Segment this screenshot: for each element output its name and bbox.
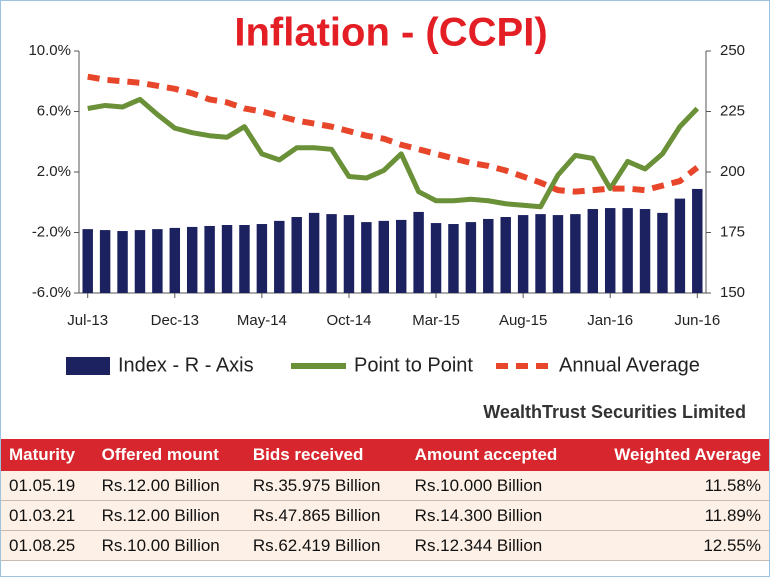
- legend-label: Index - R - Axis: [118, 354, 254, 376]
- y-tick-label: 10.0%: [28, 42, 71, 59]
- bar: [378, 220, 390, 293]
- table-row: 01.08.25 Rs.10.00 Billion Rs.62.419 Billio…: [1, 530, 769, 561]
- line: [87, 96, 700, 210]
- bar: [221, 224, 233, 293]
- bar: [82, 229, 93, 293]
- bar: [657, 212, 668, 293]
- bar: [204, 225, 215, 293]
- x-tick-label: Aug-15: [499, 312, 547, 329]
- bar: [622, 208, 633, 293]
- header-row: Maturity Offered mount Bids received Amo…: [1, 439, 769, 471]
- bar: [448, 224, 459, 293]
- table-cell: Rs.12.344 Billion: [406, 530, 586, 561]
- table-cell: Rs.10.00 Billion: [93, 530, 245, 561]
- bar: [361, 222, 372, 293]
- x-tick-label: May-14: [237, 312, 287, 329]
- y-tick-label: 2.0%: [37, 163, 71, 180]
- bar: [413, 211, 424, 293]
- legend-label: Annual Average: [559, 354, 700, 376]
- bar: [587, 209, 599, 293]
- bar: [639, 209, 651, 293]
- credit: WealthTrust Securities Limited: [483, 402, 746, 422]
- bar: [517, 215, 529, 293]
- bar: [117, 231, 128, 293]
- bar: [570, 214, 581, 293]
- table-cell: Rs.35.975 Billion: [244, 471, 407, 501]
- table-cell: 01.05.19: [1, 471, 94, 501]
- y2-tick-label: 150: [720, 284, 745, 301]
- chart-title: Inflation - (CCPI): [234, 11, 547, 55]
- table-cell: 01.08.25: [1, 530, 94, 561]
- table-body: 01.05.19 Rs.12.00 Billion Rs.35.975 Billio…: [1, 471, 769, 561]
- bar: [326, 214, 337, 293]
- table-cell: Rs.47.865 Billion: [244, 500, 407, 531]
- bar: [274, 220, 285, 293]
- bar: [483, 218, 494, 293]
- legend-label: Point to Point: [354, 354, 473, 376]
- table-cell: 11.89%: [585, 500, 769, 531]
- dashed-line: [87, 73, 700, 195]
- header-cell: Amount accepted: [406, 439, 586, 471]
- table-row: 01.03.21 Rs.12.00 Billion Rs.47.865 Billio…: [1, 500, 769, 531]
- bar: [169, 227, 181, 293]
- bar: [134, 230, 146, 293]
- bar: [291, 217, 302, 293]
- bar: [186, 226, 198, 293]
- bar: [430, 223, 442, 293]
- table-cell: 11.58%: [585, 471, 769, 501]
- x-tick-label: Jul-13: [67, 312, 108, 329]
- bar: [465, 222, 477, 293]
- x-tick-label: Jan-16: [587, 312, 633, 329]
- table-cell: Rs.10.000 Billion: [406, 471, 586, 501]
- bar: [343, 215, 355, 293]
- chart: Inflation - (CCPI) WealthTrust Securitie…: [28, 11, 746, 422]
- bar: [256, 224, 268, 293]
- table-cell: Rs.12.00 Billion: [93, 500, 245, 531]
- y2-tick-label: 200: [720, 163, 745, 180]
- table-cell: 12.55%: [585, 530, 769, 561]
- legend-swatch: [66, 357, 110, 375]
- bar: [239, 224, 250, 293]
- bar: [500, 217, 511, 293]
- table-cell: Rs.14.300 Billion: [406, 500, 586, 531]
- auction-table: Maturity Offered mount Bids received Amo…: [1, 439, 769, 561]
- bar: [692, 188, 703, 293]
- bar: [604, 208, 616, 293]
- bar: [395, 219, 407, 293]
- x-tick-label: Mar-15: [412, 312, 460, 329]
- header-cell: Weighted Average: [585, 439, 769, 471]
- y2-tick-label: 250: [720, 42, 745, 59]
- bar: [674, 198, 686, 293]
- header-cell: Offered mount: [93, 439, 245, 471]
- x-tick-label: Jun-16: [674, 312, 720, 329]
- bar: [552, 215, 564, 293]
- header-cell: Bids received: [244, 439, 407, 471]
- x-tick-label: Oct-14: [326, 312, 371, 329]
- bar: [152, 229, 163, 293]
- table-cell: Rs.12.00 Billion: [93, 471, 245, 501]
- y-tick-label: -6.0%: [32, 284, 71, 301]
- table-cell: Rs.62.419 Billion: [244, 530, 407, 561]
- bar: [535, 214, 546, 293]
- table-row: 01.05.19 Rs.12.00 Billion Rs.35.975 Billio…: [1, 471, 769, 501]
- bar: [99, 230, 111, 293]
- table-cell: 01.03.21: [1, 500, 94, 531]
- y2-tick-label: 175: [720, 223, 745, 240]
- bar: [308, 212, 320, 293]
- y-tick-label: 6.0%: [37, 102, 71, 119]
- header-cell: Maturity: [1, 439, 94, 471]
- x-tick-label: Dec-13: [151, 312, 199, 329]
- y2-tick-label: 225: [720, 102, 745, 119]
- y-tick-label: -2.0%: [32, 223, 71, 240]
